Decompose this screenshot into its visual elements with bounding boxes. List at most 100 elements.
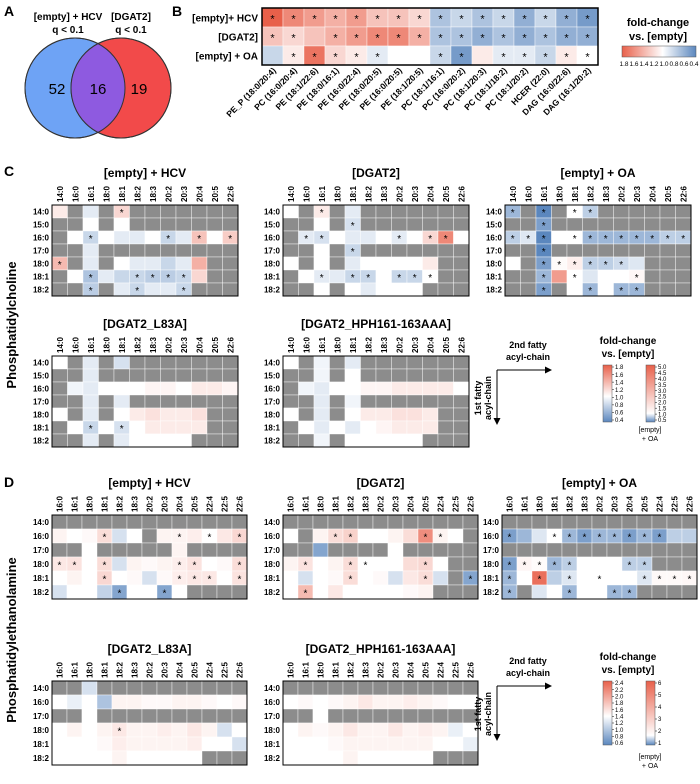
heatmap-c-empty-oa-sig-star: * [511,208,515,219]
heatmap-d-empty-oa-cell [606,556,623,572]
heatmap-d-empty-hcv-sig-star: * [178,533,182,544]
heatmap-c-dgat2-hph-cell [360,355,377,370]
heatmap-c-empty-oa-sig-star: * [526,234,530,245]
heatmap-d-empty-hcv-col-label: 18:0 [86,495,95,512]
heatmap-c-dgat2-cell [313,217,330,232]
heatmap-d-dgat2-l83a-cell [96,680,113,696]
heatmap-d-empty-oa-sig-star: * [598,575,602,586]
heatmap-c-dgat2-l83a-cell [175,420,192,435]
colorbar-d-oa-ticks: 6 5 4 3 2 1 [655,681,662,747]
heatmap-c-dgat2-l83a-cell [206,381,223,396]
heatmap-d-dgat2-l83a-cell [66,708,83,724]
heatmap-d-empty-hcv-sig-star: * [103,561,107,572]
heatmap-d-dgat2-hph-cell [402,722,419,738]
heatmap-d-dgat2-cell [312,556,329,572]
heatmap-c-empty-oa-cell [628,256,645,271]
heatmap-d-dgat2-cell [417,514,434,530]
heatmap-c-empty-oa-cell [566,243,583,258]
heatmap-c-empty-oa-row-label: 18:0 [486,260,503,269]
heatmap-d-dgat2-hph-col-label: 18:0 [317,661,326,678]
heatmap-d-dgat2-l83a-cell [81,722,98,738]
heatmap-d-empty-hcv-cell [51,528,68,544]
heatmap-c-dgat2-cell [437,282,454,297]
heatmap-c-dgat2-cell [406,256,423,271]
heatmap-c-empty-hcv-cell [98,256,115,271]
heatmap-c-dgat2-hph-cell [344,368,361,383]
heatmap-d-dgat2-l83a-cell [126,750,143,766]
heatmap-d-dgat2-l83a-cell [201,722,218,738]
heatmap-d-empty-hcv-row-label: 14:0 [33,518,50,527]
heatmap-c-dgat2-cell [375,204,392,219]
colorbar-d-main-tick-label: 2.4 [615,681,624,687]
heatmap-c-empty-oa-cell [675,217,692,232]
heatmap-d-empty-oa-cell [681,528,698,544]
heatmap-d-dgat2-cell [282,584,299,600]
colorbar-d-main-tick-label: 1.2 [615,721,624,727]
heatmap-d-empty-hcv-cell [141,514,158,530]
heatmap-d-dgat2-l83a-frame [51,680,248,766]
heatmap-c-empty-hcv-sig-star: * [135,273,139,284]
heatmap-d-empty-oa-cell [546,542,563,558]
heatmap-d-dgat2-cell [432,556,449,572]
heatmap-d-dgat2-hph-cell [372,708,389,724]
heatmap-d-dgat2-cell [312,528,329,544]
heatmap-d-dgat2-hph-cell [327,708,344,724]
heatmap-c-empty-oa-cell [644,217,661,232]
heatmap-d-empty-oa-cell [546,584,563,600]
panel-b-legend: fold-change vs. [empty] 1.8 1.6 1.4 1.2 1.0 0… [619,17,698,68]
heatmap-c-empty-hcv-col-label: 16:0 [71,185,80,202]
legend-c: 2nd fatty acyl-chain 1st fatty acyl-chai… [473,336,667,443]
heatmap-d-empty-oa-cell [621,542,638,558]
heatmap-d-dgat2-hph-cell [357,750,374,766]
heatmap-c-dgat2-hph-cell [360,381,377,396]
heatmap-c-dgat2-hph-cell [282,420,299,435]
heatmap-c-dgat2-l83a-cell [175,407,192,422]
legend-c-x-label-line2: acyl-chain [506,352,550,362]
heatmap-d-dgat2-hph-cell [297,680,314,696]
heatmap-d-empty-hcv-cell [96,514,113,530]
heatmap-d-empty-hcv-sig-star: * [178,561,182,572]
heatmap-d-dgat2-l83a-col-label: 22:5 [221,661,230,678]
heatmap-c-dgat2-l83a-row-label: 18:0 [33,411,50,420]
heatmap-c-dgat2-cell [282,269,299,284]
heatmap-c-dgat2-hph-cell [453,407,470,422]
heatmap-d-empty-oa-col-label: 20:5 [641,495,650,512]
heatmap-c-dgat2-hph-cell [422,433,439,448]
heatmap-d-empty-hcv-cell [156,514,173,530]
legend-d-title-line2: vs. [empty] [602,665,655,676]
heatmap-d-dgat2-l83a-cell [141,750,158,766]
heatmap-d-dgat2-cell [447,528,464,544]
heatmap-d-empty-hcv-col-label: 22:5 [221,495,230,512]
heatmap-d-dgat2-cell [387,542,404,558]
heatmap-d-dgat2-col-label: 18:3 [362,495,371,512]
legend-d-x-label-line1: 2nd fatty [509,656,547,666]
heatmap-c-dgat2-l83a-col-label: 18:1 [118,336,127,353]
heatmap-c-dgat2-hph-cell [391,381,408,396]
heatmap-c-dgat2-l83a-cell [191,433,208,448]
heatmap-c-dgat2-hph-col-label: 18:2 [364,336,373,353]
heatmap-d-empty-hcv-cell [216,542,233,558]
heatmap-d-empty-oa-cell [681,542,698,558]
heatmap-c-dgat2-hph-cell [344,407,361,422]
heatmap-d-dgat2-cell [402,584,419,600]
heatmap-d-empty-oa-cell [621,570,638,586]
heatmap-c-empty-oa-sig-star: * [573,260,577,271]
heatmap-c-dgat2-col-label: 16:1 [318,185,327,202]
heatmap-c-empty-hcv-cell [98,217,115,232]
heatmap-c-dgat2-cell [298,282,315,297]
heatmap-d-dgat2-cell [372,584,389,600]
heatmap-c-dgat2-cell [344,256,361,271]
heatmap-c-empty-oa-cell [504,269,521,284]
heatmap-d-empty-hcv-col-label: 20:5 [191,495,200,512]
heatmap-d-dgat2-hph: [DGAT2_HPH161-163AAA] 16:0 16:1 18:0 18:1 18:… [264,642,479,766]
panel-b-sig-star: * [543,52,548,64]
heatmap-d-dgat2-hph-cell [387,736,404,752]
heatmap-d-dgat2-cell [387,584,404,600]
heatmap-c-empty-hcv-cell [191,243,208,258]
heatmap-c-dgat2-hph-cell [391,394,408,409]
heatmap-d-dgat2-l83a-cell [201,708,218,724]
heatmap-d-dgat2-hph-col-label: 16:0 [287,661,296,678]
heatmap-d-dgat2-l83a-cell [156,750,173,766]
heatmap-d-dgat2-l83a-cell [216,694,233,710]
heatmap-c-empty-oa-cell [520,243,537,258]
